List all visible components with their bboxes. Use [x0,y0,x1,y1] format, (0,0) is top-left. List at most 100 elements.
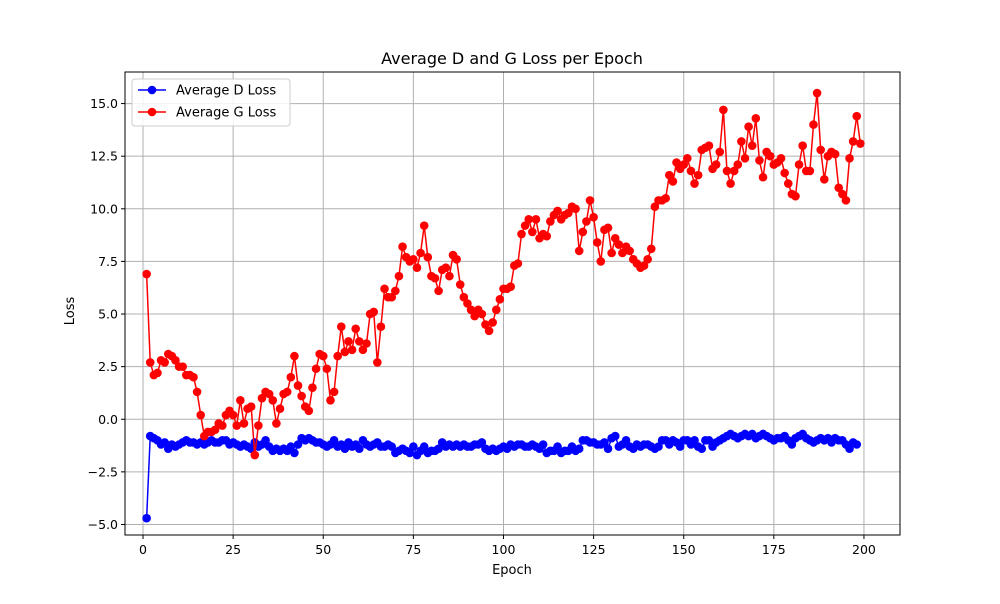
x-tick-label: 150 [672,542,696,557]
data-point [452,254,461,264]
data-point [344,337,353,346]
y-tick-label: 2.5 [98,359,118,374]
data-point [578,227,588,237]
data-point [845,153,854,163]
data-point [153,368,162,378]
data-point [239,419,249,428]
data-point [600,438,609,447]
data-point [286,372,296,382]
data-point [488,318,497,327]
data-point [409,254,418,264]
data-point [477,438,487,447]
data-point [398,242,407,251]
data-point [246,444,256,454]
data-point [711,160,721,169]
data-point [405,448,415,458]
data-point [189,372,198,382]
data-point [228,410,238,420]
data-point [416,248,425,258]
data-point [391,286,400,296]
data-point [336,322,346,331]
data-point [272,419,281,428]
chart-title: Average D and G Loss per Epoch [381,49,643,68]
data-point [765,151,775,161]
data-point [610,431,620,441]
y-tick-label: 0.0 [98,412,118,427]
data-point [142,269,151,279]
series-layer [142,88,865,523]
data-point [816,145,825,155]
plot-frame [124,71,901,536]
data-point [715,147,725,157]
data-point [679,160,689,169]
data-point [268,396,278,405]
legend-label: Average D Loss [176,84,276,99]
data-point [643,254,652,264]
data-point [178,362,187,371]
data-point [160,438,169,447]
data-point [355,444,364,454]
data-point [675,442,685,451]
data-point [362,339,371,348]
data-point [830,149,840,159]
data-point [358,345,368,355]
data-point [564,208,573,218]
x-tick-label: 125 [582,542,606,557]
y-tick-label: 15.0 [90,96,118,111]
data-point [650,202,660,211]
data-point [693,170,703,180]
data-point [463,299,472,308]
data-point [196,410,205,420]
y-tick-label: −2.5 [88,464,118,479]
data-point [380,284,389,294]
data-point [798,141,807,150]
data-point [419,221,429,230]
data-point [160,358,169,367]
data-point [805,166,815,176]
data-point [621,436,631,445]
data-point [491,305,501,315]
data-point [333,351,342,361]
data-point [665,170,674,180]
data-point [340,444,350,454]
x-tick-label: 200 [852,542,876,557]
data-point [589,212,598,222]
y-axis-label: Loss [63,297,78,326]
data-point [329,436,339,445]
data-point [282,387,292,397]
data-point [524,215,534,224]
data-point [809,120,818,129]
data-point [646,244,656,254]
axis-ticks: 0 25 50 75 100 125 150 175 200 −5.0 −2.5 0.0 2.5 5.0 7… [88,96,876,557]
legend-marker [147,85,157,95]
data-point [171,356,180,365]
y-tick-label: 12.5 [90,149,118,164]
data-point [218,421,227,430]
data-point [484,326,494,336]
data-point [571,204,580,214]
data-point [783,179,793,188]
data-point [603,444,613,454]
data-point [838,189,847,199]
data-point [574,246,584,256]
data-point [722,166,732,176]
data-point [445,271,454,281]
data-point [210,425,220,435]
data-point [654,442,663,451]
data-point [257,393,267,403]
data-point [661,193,670,203]
data-point [347,345,357,355]
data-point [574,444,584,454]
data-point [747,141,757,150]
data-point [596,257,606,266]
data-point [690,436,699,445]
legend-box [131,78,291,127]
data-point [254,421,263,430]
data-point [852,440,862,449]
data-point [481,320,490,329]
data-point [758,172,768,182]
data-point [376,322,386,331]
data-point [704,141,714,150]
data-point [387,292,397,302]
y-tick-label: 7.5 [98,254,118,269]
